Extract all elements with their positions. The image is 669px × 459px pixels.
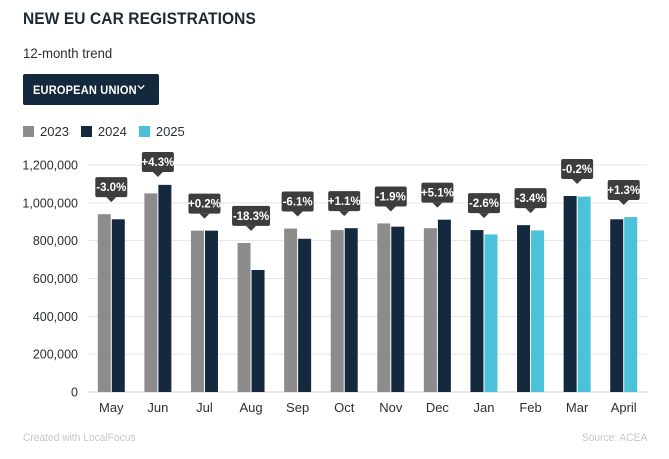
change-label: -0.2%: [562, 164, 592, 176]
y-tick-label: 1,000,000: [22, 196, 78, 210]
bar-2025-jan[interactable]: [484, 234, 498, 392]
x-tick-label: Dec: [426, 400, 450, 415]
y-tick-label: 0: [71, 386, 78, 400]
legend-swatch-2024: [80, 126, 92, 137]
change-label: +1.1%: [328, 196, 361, 208]
x-tick-label: May: [99, 400, 124, 415]
x-tick-label: Jan: [473, 400, 494, 415]
change-badge-pointer: [339, 211, 350, 217]
legend-item-2023[interactable]: 2023: [23, 124, 69, 139]
change-badge-pointer: [478, 213, 489, 219]
x-tick-label: Feb: [519, 400, 541, 415]
x-tick-label: Nov: [379, 400, 403, 415]
bar-2023-aug[interactable]: [237, 242, 251, 392]
change-badge: [328, 191, 361, 212]
y-tick-label: 600,000: [33, 272, 78, 286]
legend-label-2024: 2024: [97, 124, 127, 139]
bar-2023-jul[interactable]: [190, 230, 204, 392]
y-tick-label: 200,000: [33, 348, 78, 362]
bar-2024-aug[interactable]: [251, 269, 265, 392]
change-badge: [607, 180, 640, 201]
bar-2023-dec[interactable]: [423, 228, 437, 392]
change-label: +0.2%: [188, 199, 221, 211]
legend-label-2023: 2023: [40, 124, 69, 139]
change-label: -3.0%: [96, 182, 126, 194]
legend-item-2024[interactable]: 2024: [80, 124, 127, 139]
bar-2024-sep[interactable]: [298, 238, 312, 392]
bar-2024-mar[interactable]: [563, 196, 577, 392]
bar-2024-may[interactable]: [111, 219, 125, 392]
bar-2023-nov[interactable]: [377, 223, 391, 392]
chart-title: NEW EU CAR REGISTRATIONS: [23, 10, 256, 28]
region-dropdown-label: EUROPEAN UNION: [33, 82, 137, 97]
chart-legend: 2023 2024 2025: [23, 124, 197, 139]
change-label: +4.3%: [141, 157, 174, 169]
bar-2023-sep[interactable]: [284, 228, 298, 392]
change-badge: [232, 205, 271, 226]
change-label: +1.3%: [607, 185, 640, 197]
y-tick-label: 800,000: [33, 234, 78, 248]
chevron-down-icon: [137, 84, 145, 90]
region-dropdown[interactable]: EUROPEAN UNION: [23, 74, 159, 105]
change-badge: [374, 186, 407, 207]
bar-2023-may[interactable]: [97, 214, 111, 392]
bar-2025-feb[interactable]: [531, 230, 545, 392]
change-badge: [281, 191, 314, 212]
change-badge-pointer: [199, 213, 210, 219]
bar-2025-mar[interactable]: [577, 196, 591, 392]
change-badge: [188, 193, 221, 214]
footer-credit[interactable]: Created with LocalFocus: [23, 432, 136, 444]
change-badge-pointer: [618, 200, 629, 206]
chart-subtitle: 12-month trend: [23, 45, 113, 61]
bar-2023-oct[interactable]: [330, 230, 344, 392]
bar-2024-oct[interactable]: [344, 228, 358, 392]
x-tick-label: Sep: [286, 400, 309, 415]
y-tick-label: 400,000: [33, 310, 78, 324]
bar-2024-dec[interactable]: [437, 219, 451, 392]
x-tick-label: Jul: [196, 400, 213, 415]
change-badge-pointer: [292, 211, 303, 217]
bar-2024-jun[interactable]: [158, 184, 172, 392]
change-badge: [95, 177, 128, 198]
change-badge-pointer: [152, 172, 163, 177]
change-badge: [514, 188, 547, 209]
x-tick-label: Mar: [566, 400, 589, 415]
x-tick-label: Jun: [147, 400, 168, 415]
change-badge: [467, 193, 500, 214]
change-badge-pointer: [432, 202, 443, 208]
change-badge-pointer: [246, 225, 257, 231]
legend-item-2025[interactable]: 2025: [138, 124, 185, 139]
change-badge: [141, 152, 174, 172]
change-label: -1.9%: [376, 191, 406, 203]
change-badge-pointer: [572, 179, 583, 185]
legend-label-2025: 2025: [155, 124, 185, 139]
change-label: -6.1%: [283, 197, 313, 209]
bar-2023-jun[interactable]: [144, 193, 158, 392]
bar-2024-feb[interactable]: [517, 225, 531, 392]
bar-2025-april[interactable]: [624, 217, 638, 392]
change-label: +5.1%: [421, 188, 454, 200]
bar-2024-jan[interactable]: [470, 230, 484, 392]
change-label: -2.6%: [469, 198, 499, 210]
x-tick-label: Oct: [334, 400, 355, 415]
change-badge-pointer: [106, 197, 117, 203]
change-badge-pointer: [385, 206, 396, 212]
footer-source: Source: ACEA: [581, 432, 647, 444]
change-badge: [421, 182, 454, 203]
x-tick-label: Aug: [239, 400, 262, 415]
legend-swatch-2023: [23, 126, 34, 137]
x-tick-label: April: [611, 400, 637, 415]
bar-2024-jul[interactable]: [204, 230, 218, 392]
change-badge-pointer: [525, 208, 536, 214]
change-label: -18.3%: [233, 211, 269, 223]
change-badge: [561, 159, 594, 180]
legend-swatch-2025: [138, 126, 150, 137]
change-label: -3.4%: [516, 193, 546, 205]
bar-2024-nov[interactable]: [391, 226, 405, 392]
bar-2024-april[interactable]: [610, 219, 624, 392]
y-tick-label: 1,200,000: [22, 159, 78, 173]
